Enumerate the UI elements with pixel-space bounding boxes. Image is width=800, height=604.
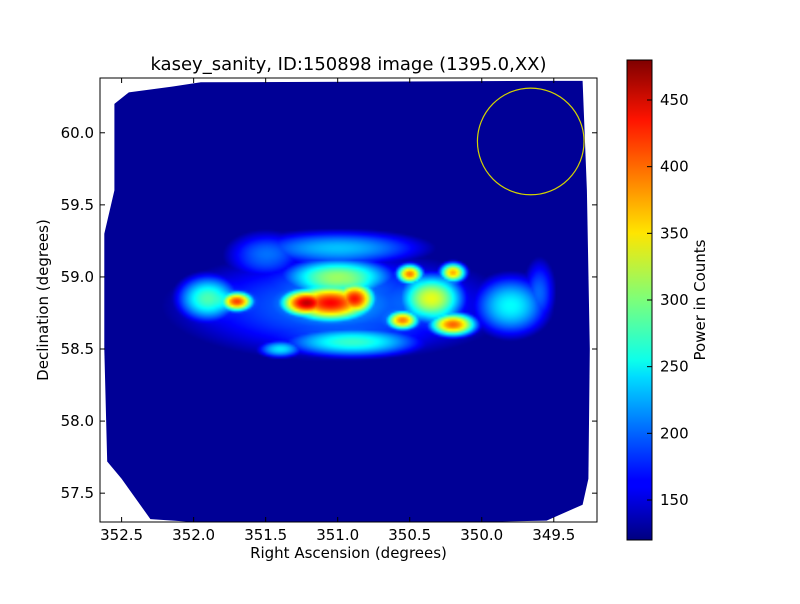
colorbar-tick-label: 350 bbox=[660, 224, 689, 242]
x-tick-label: 352.5 bbox=[100, 526, 143, 544]
x-tick-label: 350.5 bbox=[388, 526, 431, 544]
y-tick-label: 58.5 bbox=[61, 340, 94, 358]
annotation-circle bbox=[476, 87, 585, 196]
colorbar-ticks: 150 200 250 300 350 400 450 bbox=[647, 91, 689, 509]
colorbar: 150 200 250 300 350 400 450 Power in Counts bbox=[626, 59, 709, 541]
plot-area bbox=[99, 77, 598, 523]
colorbar-label: Power in Counts bbox=[691, 239, 709, 360]
heatmap-image bbox=[104, 80, 590, 522]
y-tick-label: 58.0 bbox=[61, 412, 94, 430]
x-tick-label: 350.0 bbox=[460, 526, 503, 544]
chart-title: kasey_sanity, ID:150898 image (1395.0,XX… bbox=[150, 54, 546, 75]
axes-frame bbox=[99, 77, 598, 523]
y-tick-label: 57.5 bbox=[61, 484, 94, 502]
y-axis-label: Declination (degrees) bbox=[34, 219, 52, 381]
colorbar-tick-label: 150 bbox=[660, 491, 689, 509]
x-tick-label: 351.5 bbox=[244, 526, 287, 544]
y-tick-label: 59.0 bbox=[61, 268, 94, 286]
x-tick-label: 352.0 bbox=[172, 526, 215, 544]
colorbar-tick-label: 300 bbox=[660, 291, 689, 309]
x-tick-label: 351.0 bbox=[316, 526, 359, 544]
colorbar-tick-label: 450 bbox=[660, 91, 689, 109]
y-axis-ticks: 57.5 58.0 58.5 59.0 59.5 60.0 bbox=[61, 124, 597, 502]
x-axis-label: Right Ascension (degrees) bbox=[250, 544, 447, 562]
x-tick-label: 349.5 bbox=[532, 526, 575, 544]
colorbar-tick-label: 200 bbox=[660, 424, 689, 442]
colorbar-tick-label: 250 bbox=[660, 358, 689, 376]
y-tick-label: 60.0 bbox=[61, 124, 94, 142]
colorbar-tick-label: 400 bbox=[660, 158, 689, 176]
x-axis-ticks: 352.5 352.0 351.5 351.0 350.5 350.0 349.5 bbox=[100, 78, 575, 544]
y-tick-label: 59.5 bbox=[61, 196, 94, 214]
